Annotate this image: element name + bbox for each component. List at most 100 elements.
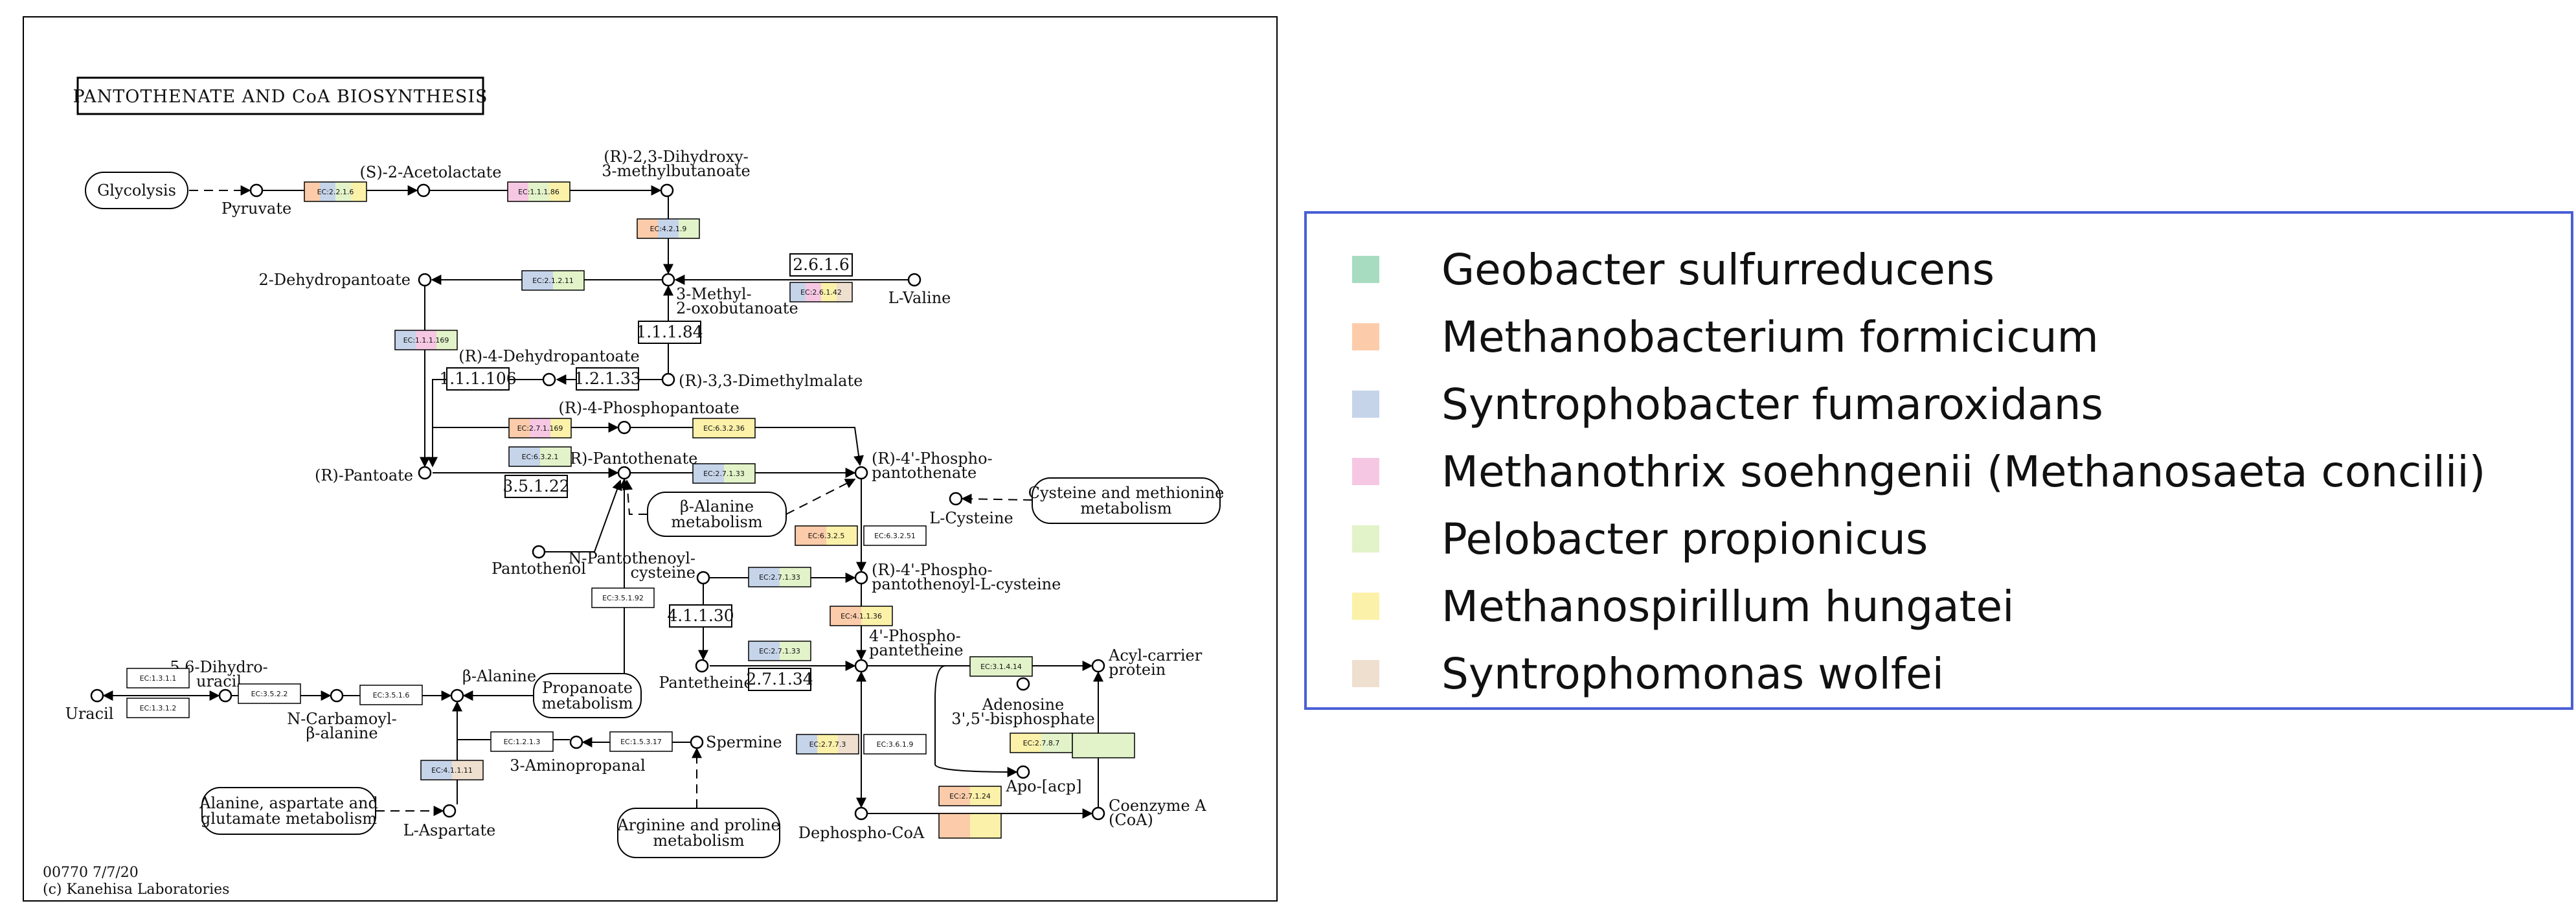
- enzyme-e21[interactable]: EC:2.7.1.24: [938, 786, 1002, 806]
- compound-phosphopantetheine[interactable]: 4'-Phospho-pantetheine: [854, 627, 964, 673]
- species-band: [1041, 733, 1073, 753]
- species-band: [826, 526, 858, 545]
- enzyme-e12[interactable]: EC:6.3.2.51: [863, 525, 927, 546]
- footer-copyright: (c) Kanehisa Laboratories: [43, 881, 229, 898]
- legend-item: Syntrophomonas wolfei: [1352, 640, 2571, 707]
- compound-node: [249, 183, 264, 198]
- compound-pyruvate[interactable]: Pyruvate: [221, 183, 291, 218]
- map-glycolysis[interactable]: Glycolysis: [85, 172, 188, 209]
- compound-carbamoyl-ala[interactable]: N-Carbamoyl-β-alanine: [287, 688, 397, 742]
- enzyme-e25[interactable]: EC:3.5.1.6: [359, 685, 423, 705]
- enzyme-e2[interactable]: EC:1.1.1.86: [507, 181, 571, 202]
- enzyme-e9[interactable]: EC:6.3.2.1: [508, 446, 572, 467]
- map-beta-ala[interactable]: β-Alanine metabolism: [647, 492, 787, 537]
- enzyme-e19[interactable]: EC:2.7.7.3: [796, 734, 859, 755]
- map-ala-asp-glu[interactable]: Alanine, aspartate and glutamate metaboli…: [199, 787, 378, 835]
- enzyme-e20[interactable]: EC:3.6.1.9: [863, 734, 927, 755]
- enzyme-e23[interactable]: EC:1.3.1.2: [126, 698, 190, 718]
- enzyme-e17[interactable]: EC:3.1.4.14: [969, 656, 1033, 677]
- species-band: [970, 786, 1002, 806]
- enzyme-e6[interactable]: EC:1.1.1.169: [394, 330, 458, 350]
- compound-adenosine-bisphosphate[interactable]: Adenosine 3',5'-bisphosphate: [951, 677, 1095, 728]
- compound-n-pantothenoyl-cysteine[interactable]: N-Pantothenoyl-cysteine: [568, 549, 710, 585]
- enzyme-e16[interactable]: EC:2.7.1.33: [748, 641, 811, 661]
- compound-coa[interactable]: Coenzyme A (CoA): [1091, 797, 1206, 829]
- enzyme-e3[interactable]: EC:4.2.1.9: [637, 218, 700, 239]
- map-arg-pro[interactable]: Arginine and proline metabolism: [616, 808, 780, 858]
- enzyme-e7[interactable]: EC:2.7.1.169: [508, 418, 572, 438]
- enzyme-e1[interactable]: EC:2.2.1.6: [304, 181, 367, 202]
- ec-number-n1[interactable]: 2.6.1.6: [789, 253, 853, 277]
- compound-r4-dehydropantoate[interactable]: (R)-4-Dehydropantoate: [458, 347, 640, 387]
- legend-label: Methanobacterium formicicum: [1441, 312, 2099, 362]
- enzyme-label: EC:4.2.1.9: [650, 225, 687, 233]
- compound-pantothenate[interactable]: (R)-Pantothenate: [564, 449, 698, 480]
- map-label: Alanine, aspartate and glutamate metaboli…: [199, 794, 378, 828]
- compound-pantoate[interactable]: (R)-Pantoate: [315, 466, 432, 484]
- compound-spermine[interactable]: Spermine: [690, 733, 782, 751]
- compound-aminopropanal[interactable]: 3-Aminopropanal: [510, 735, 646, 775]
- compound-dimethylmalate[interactable]: (R)-3,3-Dimethylmalate: [661, 372, 863, 390]
- enzyme-e26[interactable]: EC:1.2.1.3: [490, 731, 554, 752]
- enzyme-label: EC:4.1.1.36: [841, 612, 882, 620]
- compound-acetolactate[interactable]: (S)-2-Acetolactate: [360, 163, 502, 198]
- enzyme-e11[interactable]: EC:6.3.2.5: [795, 525, 858, 546]
- ec-number-n2[interactable]: 1.1.1.84: [636, 321, 703, 344]
- ec-number-n4[interactable]: 1.2.1.33: [574, 367, 641, 391]
- ec-number-n7[interactable]: 2.7.1.34: [746, 668, 813, 691]
- ec-number-n5[interactable]: 3.5.1.22: [503, 475, 570, 498]
- legend-swatch: [1352, 458, 1379, 485]
- enzyme-e27[interactable]: EC:1.5.3.17: [609, 731, 673, 752]
- compound-methyl-oxobutanoate[interactable]: 3-Methyl-2-oxobutanoate: [661, 273, 798, 317]
- enzyme-e18[interactable]: EC:2.7.8.7: [1010, 733, 1073, 753]
- enzyme-e22[interactable]: EC:1.3.1.1: [126, 668, 190, 688]
- compound-pantetheine[interactable]: Pantetheine: [659, 659, 753, 692]
- species-band: [304, 182, 321, 201]
- legend-item: Syntrophobacter fumaroxidans: [1352, 370, 2571, 438]
- ec-number-n6[interactable]: 4.1.1.30: [667, 604, 734, 628]
- compound-label: 4'-Phospho-pantetheine: [869, 627, 964, 659]
- enzyme-e10[interactable]: EC:2.7.1.33: [692, 463, 756, 484]
- map-label: β-Alanine metabolism: [671, 497, 762, 531]
- enzyme-e15[interactable]: EC:4.1.1.36: [830, 606, 893, 626]
- enzyme-e28[interactable]: EC:4.1.1.11: [420, 760, 484, 780]
- compound-label: (R)-3,3-Dimethylmalate: [679, 372, 863, 390]
- compound-b-alanine[interactable]: β-Alanine: [450, 667, 536, 703]
- compound-phosphopantothenoyl-cysteine[interactable]: (R)-4'-Phospho-pantothenoyl-L-cysteine: [854, 561, 1061, 593]
- enzyme-label: EC:2.7.1.33: [703, 470, 745, 478]
- compound-phosphopantoate[interactable]: (R)-4-Phosphopantoate: [558, 399, 740, 435]
- compound-l-cysteine[interactable]: L-Cysteine: [929, 492, 1013, 527]
- enzyme-e8[interactable]: EC:6.3.2.36: [692, 418, 756, 438]
- enzyme-extra-box[interactable]: [1072, 733, 1135, 758]
- compound-dephospho-coa[interactable]: Dephospho-CoA: [798, 806, 925, 842]
- compound-phosphopantothenate[interactable]: (R)-4'-Phospho-pantothenate: [854, 449, 993, 482]
- compound-dihydrouracil[interactable]: 5,6-Dihydro-uracil: [170, 658, 268, 703]
- enzyme-e24[interactable]: EC:3.5.2.2: [238, 683, 301, 704]
- enzyme-e14[interactable]: EC:3.5.1.92: [591, 587, 655, 608]
- species-band: [970, 657, 1033, 676]
- enzyme-e5[interactable]: EC:2.6.1.42: [789, 282, 853, 302]
- species-band: [508, 182, 529, 201]
- compound-pantothenol[interactable]: Pantothenol: [491, 545, 586, 578]
- enzyme-e4[interactable]: EC:2.1.2.11: [521, 270, 585, 291]
- compound-label: Pantothenol: [491, 560, 586, 578]
- ec-number-label: 2.7.1.34: [746, 670, 813, 688]
- enzyme-extra-box[interactable]: [938, 813, 1002, 839]
- compound-uracil[interactable]: Uracil: [65, 688, 114, 723]
- compound-label: Adenosine 3',5'-bisphosphate: [951, 696, 1094, 728]
- compound-l-aspartate[interactable]: L-Aspartate: [403, 804, 496, 839]
- compound-node: [569, 735, 583, 749]
- compound-l-valine[interactable]: L-Valine: [888, 273, 951, 307]
- map-cys-met[interactable]: Cysteine and methionine metabolism: [1028, 477, 1225, 524]
- enzyme-label: EC:4.1.1.11: [431, 766, 473, 775]
- enzyme-e13[interactable]: EC:2.7.1.33: [748, 567, 811, 587]
- compound-acyl-carrier[interactable]: Acyl-carrier protein: [1091, 646, 1203, 679]
- compound-apo-acp[interactable]: Apo-[acp]: [1005, 765, 1082, 795]
- map-propanoate[interactable]: Propanoate metabolism: [533, 673, 642, 718]
- enzyme-label: EC:6.3.2.5: [808, 532, 845, 540]
- enzyme-label: EC:6.3.2.36: [703, 424, 745, 433]
- compound-dihydroxy-methylbutanoate[interactable]: (R)-2,3-Dihydroxy-3-methylbutanoate: [602, 148, 751, 198]
- compound-dehydropantoate[interactable]: 2-Dehydropantoate: [258, 271, 432, 289]
- title-box: PANTOTHENATE AND CoA BIOSYNTHESIS: [73, 76, 488, 115]
- ec-number-n3[interactable]: 1.1.1.106: [439, 367, 517, 391]
